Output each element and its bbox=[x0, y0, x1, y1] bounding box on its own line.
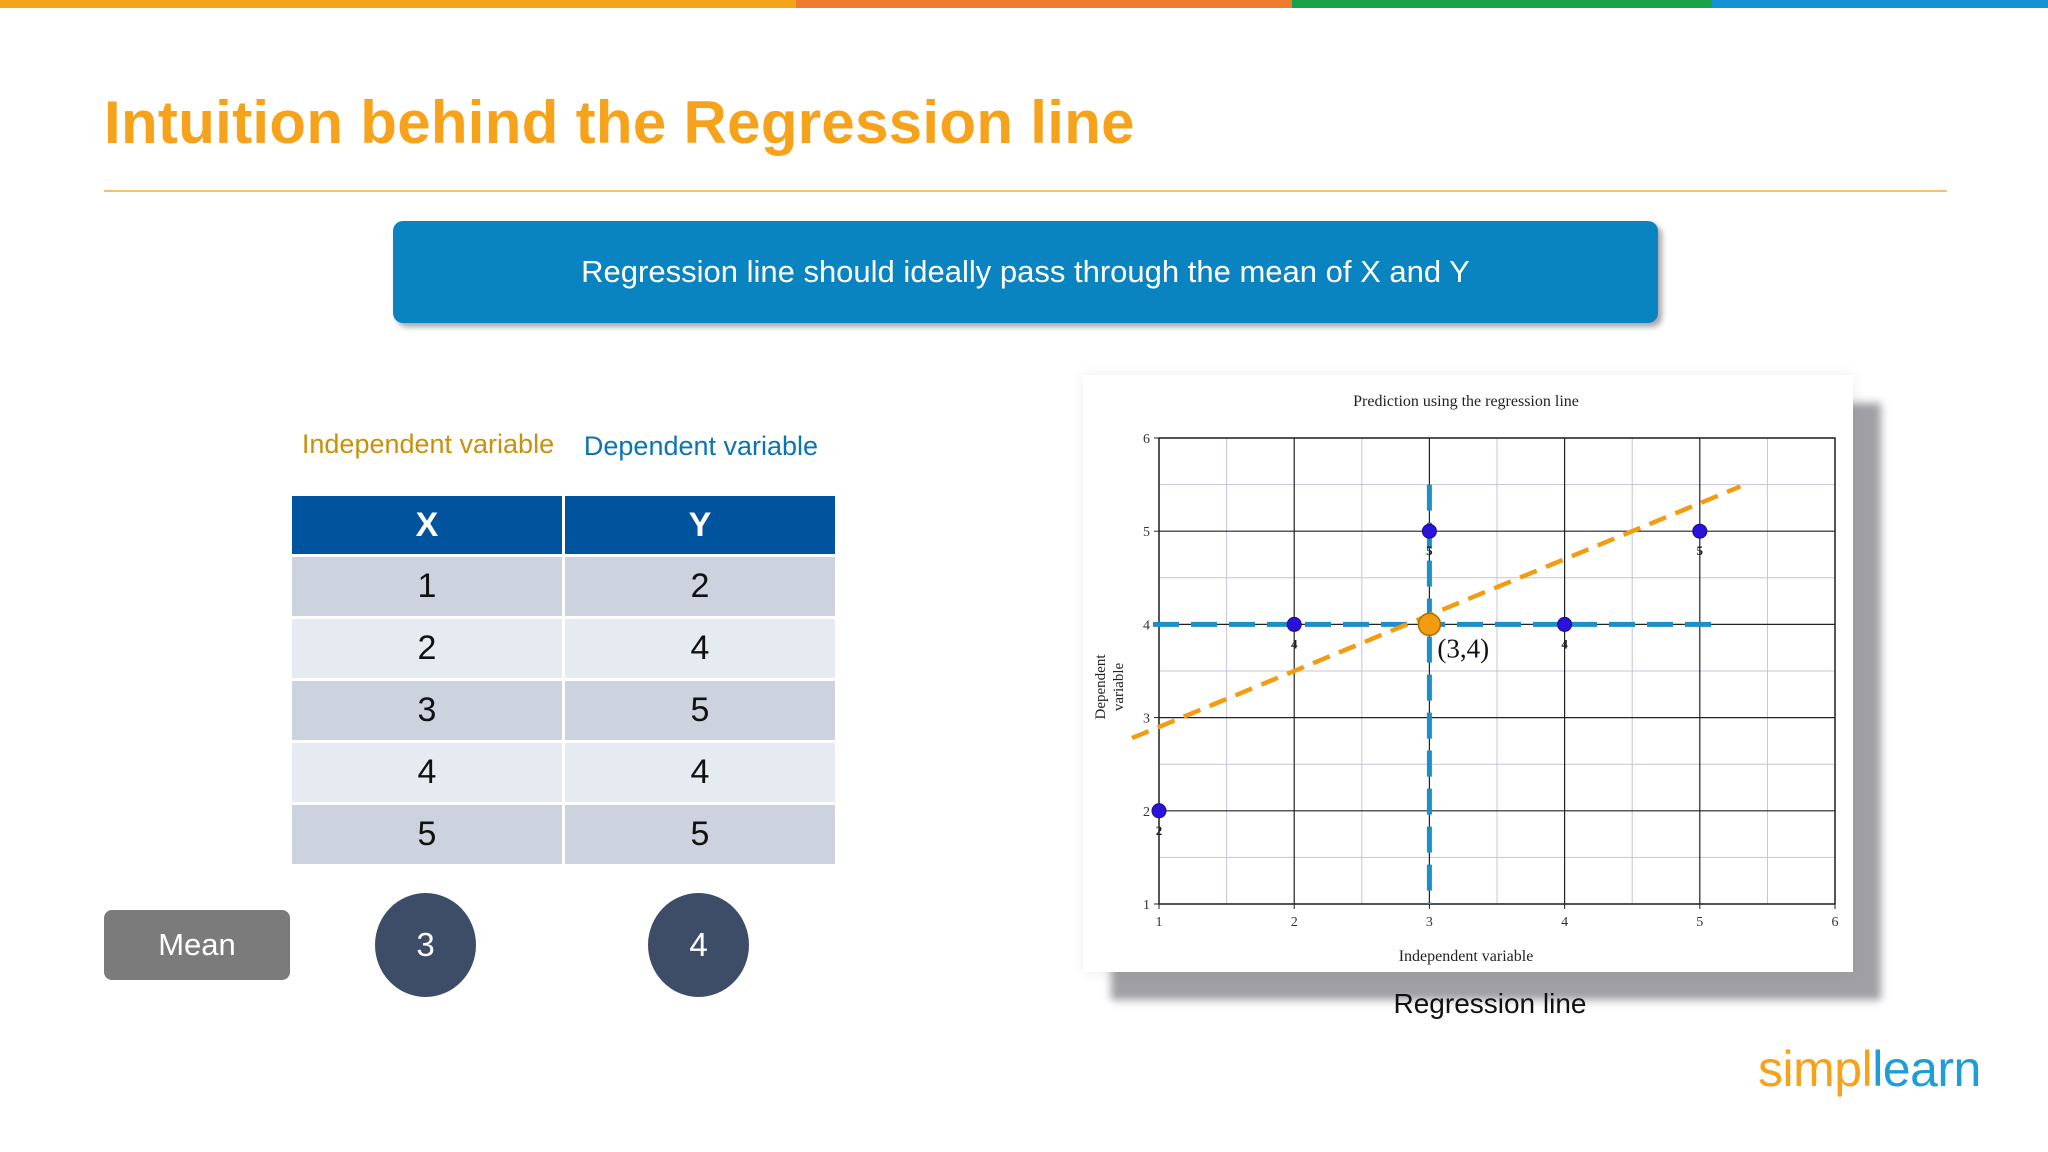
mean-button[interactable]: Mean bbox=[104, 910, 290, 980]
cell-x: 1 bbox=[292, 555, 565, 619]
cell-x: 2 bbox=[292, 617, 565, 681]
table-row: 4 4 bbox=[292, 741, 838, 805]
plot-border bbox=[1158, 437, 1836, 905]
title-divider bbox=[104, 190, 1947, 192]
y-axis-label: Dependent variable bbox=[1093, 654, 1127, 720]
x-tick-label: 3 bbox=[1426, 915, 1433, 930]
y-tick-label: 1 bbox=[1143, 898, 1150, 913]
table-row: 1 2 bbox=[292, 555, 838, 619]
data-point-label: 4 bbox=[1561, 636, 1568, 651]
cell-y: 5 bbox=[563, 803, 838, 867]
data-point bbox=[1421, 523, 1437, 539]
data-point-label: 4 bbox=[1291, 636, 1298, 651]
data-table: X Y 1 2 2 4 3 5 4 4 5 5 bbox=[292, 496, 838, 867]
y-tick-label: 6 bbox=[1143, 432, 1150, 447]
table-row: 2 4 bbox=[292, 617, 838, 681]
x-axis-label: Independent variable bbox=[1399, 948, 1534, 965]
table-row: 5 5 bbox=[292, 803, 838, 867]
simplilearn-logo: simpllearn bbox=[1758, 1040, 1981, 1098]
data-point bbox=[1286, 616, 1302, 632]
x-tick-label: 2 bbox=[1291, 915, 1298, 930]
cell-y: 4 bbox=[563, 741, 838, 805]
independent-variable-label: Independent variable bbox=[301, 429, 555, 459]
chart-caption: Regression line bbox=[1393, 988, 1587, 1019]
x-tick-label: 5 bbox=[1696, 915, 1703, 930]
y-axis-label-line: variable bbox=[1111, 663, 1127, 712]
data-point-label: 5 bbox=[1697, 543, 1704, 558]
y-tick-label: 3 bbox=[1143, 712, 1150, 727]
logo-part-1: simpl bbox=[1758, 1041, 1873, 1097]
regression-line bbox=[1131, 484, 1742, 741]
logo-part-2: learn bbox=[1872, 1041, 1981, 1097]
regression-line-group bbox=[1131, 484, 1742, 741]
data-point bbox=[1692, 523, 1708, 539]
cell-y: 4 bbox=[563, 617, 838, 681]
mean-x-value: 3 bbox=[375, 893, 476, 997]
table-row: 3 5 bbox=[292, 679, 838, 743]
x-tick-label: 6 bbox=[1832, 915, 1839, 930]
data-point-label: 5 bbox=[1426, 543, 1433, 558]
header-x: X bbox=[292, 496, 565, 557]
top-color-bar bbox=[0, 0, 2048, 8]
data-points: 2 4 5 4 5 (3,4) bbox=[1151, 523, 1708, 838]
cell-x: 3 bbox=[292, 679, 565, 743]
minor-grid bbox=[1159, 438, 1835, 904]
regression-chart: 1 2 3 4 5 6 1 2 3 4 5 6 2 4 5 4 5 (3,4) Prediction using… bbox=[1093, 393, 1839, 965]
cell-y: 5 bbox=[563, 679, 838, 743]
tick-labels: 1 2 3 4 5 6 1 2 3 4 5 6 bbox=[1143, 432, 1839, 930]
cell-y: 2 bbox=[563, 555, 838, 619]
data-point bbox=[1557, 616, 1573, 632]
mean-point bbox=[1417, 612, 1442, 637]
key-message-banner: Regression line should ideally pass thro… bbox=[393, 221, 1658, 323]
data-point bbox=[1151, 803, 1167, 819]
slide-title: Intuition behind the Regression line bbox=[104, 89, 1135, 156]
table-header-row: X Y bbox=[292, 496, 838, 557]
chart-frame: 1 2 3 4 5 6 1 2 3 4 5 6 2 4 5 4 5 (3,4) Prediction using… bbox=[1083, 375, 1853, 972]
y-tick-label: 5 bbox=[1143, 525, 1150, 540]
mean-point-label: (3,4) bbox=[1437, 633, 1489, 663]
x-tick-label: 4 bbox=[1561, 915, 1568, 930]
cell-x: 4 bbox=[292, 741, 565, 805]
y-tick-label: 2 bbox=[1143, 805, 1150, 820]
mean-y-value: 4 bbox=[648, 893, 749, 997]
y-axis-label-line: Dependent bbox=[1093, 654, 1109, 720]
dependent-variable-label: Dependent variable bbox=[583, 431, 819, 461]
x-tick-label: 1 bbox=[1156, 915, 1163, 930]
header-y: Y bbox=[563, 496, 838, 557]
cell-x: 5 bbox=[292, 803, 565, 867]
axes bbox=[1158, 437, 1836, 905]
data-point-label: 2 bbox=[1156, 823, 1163, 838]
y-tick-label: 4 bbox=[1143, 618, 1150, 633]
chart-title: Prediction using the regression line bbox=[1353, 393, 1579, 410]
banner-text: Regression line should ideally pass thro… bbox=[581, 254, 1470, 289]
